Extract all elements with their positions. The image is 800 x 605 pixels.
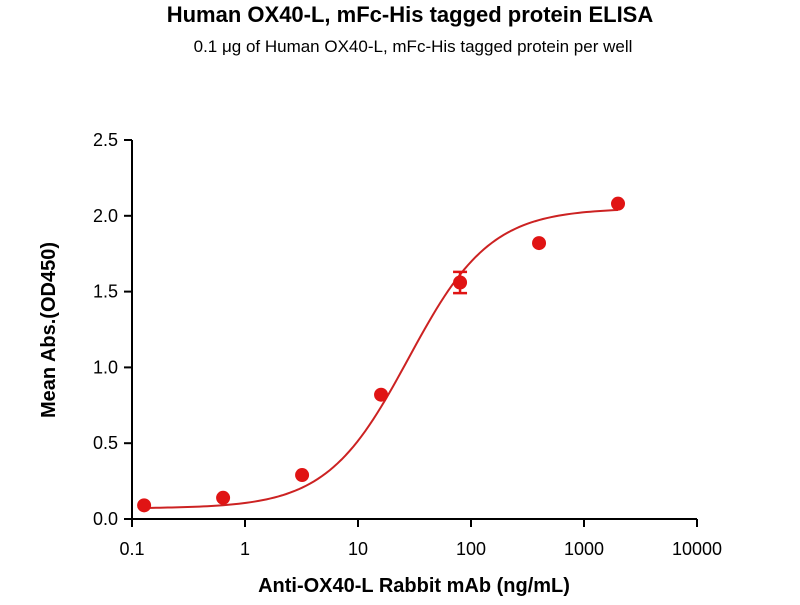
y-tick-label: 1.0 xyxy=(93,357,118,377)
y-tick-label: 2.0 xyxy=(93,206,118,226)
y-tick-label: 1.5 xyxy=(93,282,118,302)
x-tick-label: 1 xyxy=(240,539,250,559)
data-point xyxy=(532,236,547,251)
data-point-layer xyxy=(137,196,626,513)
x-tick-label: 10 xyxy=(348,539,368,559)
x-tick-label: 0.1 xyxy=(119,539,144,559)
data-point xyxy=(374,387,389,402)
x-axis-title: Anti-OX40-L Rabbit mAb (ng/mL) xyxy=(258,575,570,597)
y-tick-label: 2.5 xyxy=(93,130,118,150)
data-point xyxy=(216,490,231,505)
y-axis-title: Mean Abs.(OD450) xyxy=(38,242,60,418)
fit-curve xyxy=(144,209,619,509)
chart-subtitle: 0.1 μg of Human OX40-L, mFc-His tagged p… xyxy=(194,37,633,56)
x-axis: 0.1 1 10 100 1000 10000 xyxy=(119,518,722,559)
x-tick-label: 1000 xyxy=(564,539,604,559)
data-point xyxy=(137,498,152,513)
chart-title: Human OX40-L, mFc-His tagged protein ELI… xyxy=(167,2,654,27)
x-tick-label: 10000 xyxy=(672,539,722,559)
data-point xyxy=(453,275,468,290)
y-axis: 0.0 0.5 1.0 1.5 2.0 2.5 xyxy=(93,130,133,529)
data-point xyxy=(611,196,626,211)
x-tick-label: 100 xyxy=(456,539,486,559)
y-tick-label: 0.0 xyxy=(93,509,118,529)
data-point xyxy=(295,468,310,483)
y-tick-label: 0.5 xyxy=(93,433,118,453)
fit-curve-layer xyxy=(144,209,619,509)
